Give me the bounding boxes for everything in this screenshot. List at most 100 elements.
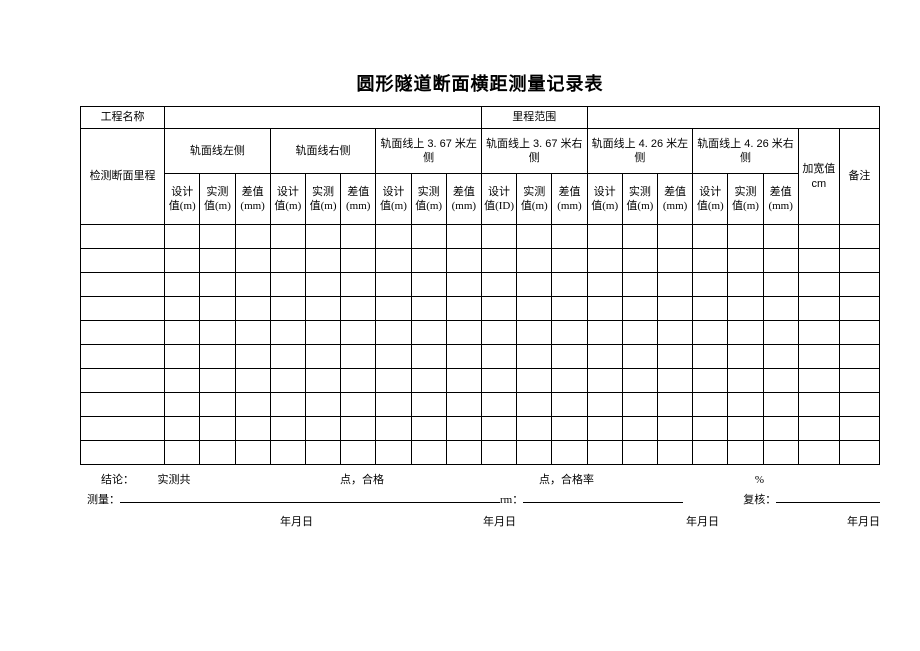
cell — [235, 345, 270, 369]
cell — [165, 345, 200, 369]
cell — [235, 273, 270, 297]
sub-5-0: 设计值(m) — [693, 173, 728, 224]
cell — [517, 249, 552, 273]
summary-block: 结论： 实测共 点，合格 点，合格率 % 测量： rm： 复核： 年月日 年月日… — [80, 465, 880, 529]
cell — [200, 249, 235, 273]
cell — [622, 249, 657, 273]
cell — [622, 393, 657, 417]
cell — [341, 441, 376, 465]
conclusion-label: 结论： — [80, 471, 134, 487]
cell — [305, 225, 340, 249]
cell — [481, 393, 516, 417]
cell — [798, 273, 839, 297]
cell — [446, 273, 481, 297]
cell — [839, 273, 879, 297]
cell — [341, 417, 376, 441]
table-row — [81, 321, 880, 345]
sub-3-1: 实测值(m) — [517, 173, 552, 224]
cell — [376, 393, 411, 417]
cell — [763, 225, 798, 249]
cell — [587, 297, 622, 321]
cell — [165, 369, 200, 393]
cell — [517, 417, 552, 441]
review-underline — [776, 489, 880, 503]
cell — [376, 441, 411, 465]
cell — [411, 297, 446, 321]
cell — [839, 225, 879, 249]
cell — [728, 441, 763, 465]
cell — [798, 297, 839, 321]
cell — [657, 393, 692, 417]
cell — [81, 441, 165, 465]
cell — [411, 321, 446, 345]
sub-5-2: 差值(mm) — [763, 173, 798, 224]
cell — [728, 297, 763, 321]
project-row: 工程名称 里程范围 — [81, 107, 880, 129]
cell — [341, 249, 376, 273]
cell — [622, 273, 657, 297]
cell — [657, 417, 692, 441]
measurement-table: 工程名称 里程范围 检测断面里程 轨面线左侧 轨面线右侧 轨面线上 3. 67 … — [80, 106, 880, 465]
cell — [200, 273, 235, 297]
cell — [200, 297, 235, 321]
cell — [200, 345, 235, 369]
cell — [270, 249, 305, 273]
cell — [622, 297, 657, 321]
cell — [200, 441, 235, 465]
sub-4-0: 设计值(m) — [587, 173, 622, 224]
cell — [657, 273, 692, 297]
cell — [798, 321, 839, 345]
percent: % — [594, 474, 764, 486]
cell — [728, 417, 763, 441]
cell — [657, 321, 692, 345]
cell — [376, 249, 411, 273]
sub-1-2: 差值(mm) — [341, 173, 376, 224]
cell — [200, 369, 235, 393]
project-value — [165, 107, 482, 129]
table-row — [81, 225, 880, 249]
cell — [587, 249, 622, 273]
sub-4-1: 实测值(m) — [622, 173, 657, 224]
cell — [270, 321, 305, 345]
cell — [341, 273, 376, 297]
group-header-row: 检测断面里程 轨面线左侧 轨面线右侧 轨面线上 3. 67 米左侧 轨面线上 3… — [81, 129, 880, 174]
table-row — [81, 273, 880, 297]
cell — [798, 345, 839, 369]
cell — [481, 321, 516, 345]
cell — [552, 369, 587, 393]
cell — [376, 417, 411, 441]
cell — [657, 225, 692, 249]
dates-line: 年月日 年月日 年月日 年月日 — [80, 513, 880, 529]
cell — [839, 369, 879, 393]
cell — [305, 297, 340, 321]
cell — [552, 297, 587, 321]
cell — [587, 345, 622, 369]
cell — [517, 369, 552, 393]
cell — [728, 369, 763, 393]
cell — [622, 345, 657, 369]
cell — [728, 249, 763, 273]
cell — [728, 273, 763, 297]
sub-0-2: 差值(mm) — [235, 173, 270, 224]
cell — [200, 393, 235, 417]
sub-5-1: 实测值(m) — [728, 173, 763, 224]
date-1: 年月日 — [280, 513, 313, 529]
cell — [763, 369, 798, 393]
cell — [657, 345, 692, 369]
cell — [839, 417, 879, 441]
cell — [481, 249, 516, 273]
cell — [235, 393, 270, 417]
sub-2-2: 差值(mm) — [446, 173, 481, 224]
sub-1-0: 设计值(m) — [270, 173, 305, 224]
cell — [481, 369, 516, 393]
cell — [235, 369, 270, 393]
cell — [411, 249, 446, 273]
cell — [411, 417, 446, 441]
group-0: 轨面线左侧 — [165, 129, 271, 174]
date-3: 年月日 — [686, 513, 719, 529]
mileage-range-value — [587, 107, 879, 129]
section-mileage-label: 检测断面里程 — [81, 129, 165, 225]
cell — [552, 273, 587, 297]
table-row — [81, 393, 880, 417]
cell — [839, 345, 879, 369]
